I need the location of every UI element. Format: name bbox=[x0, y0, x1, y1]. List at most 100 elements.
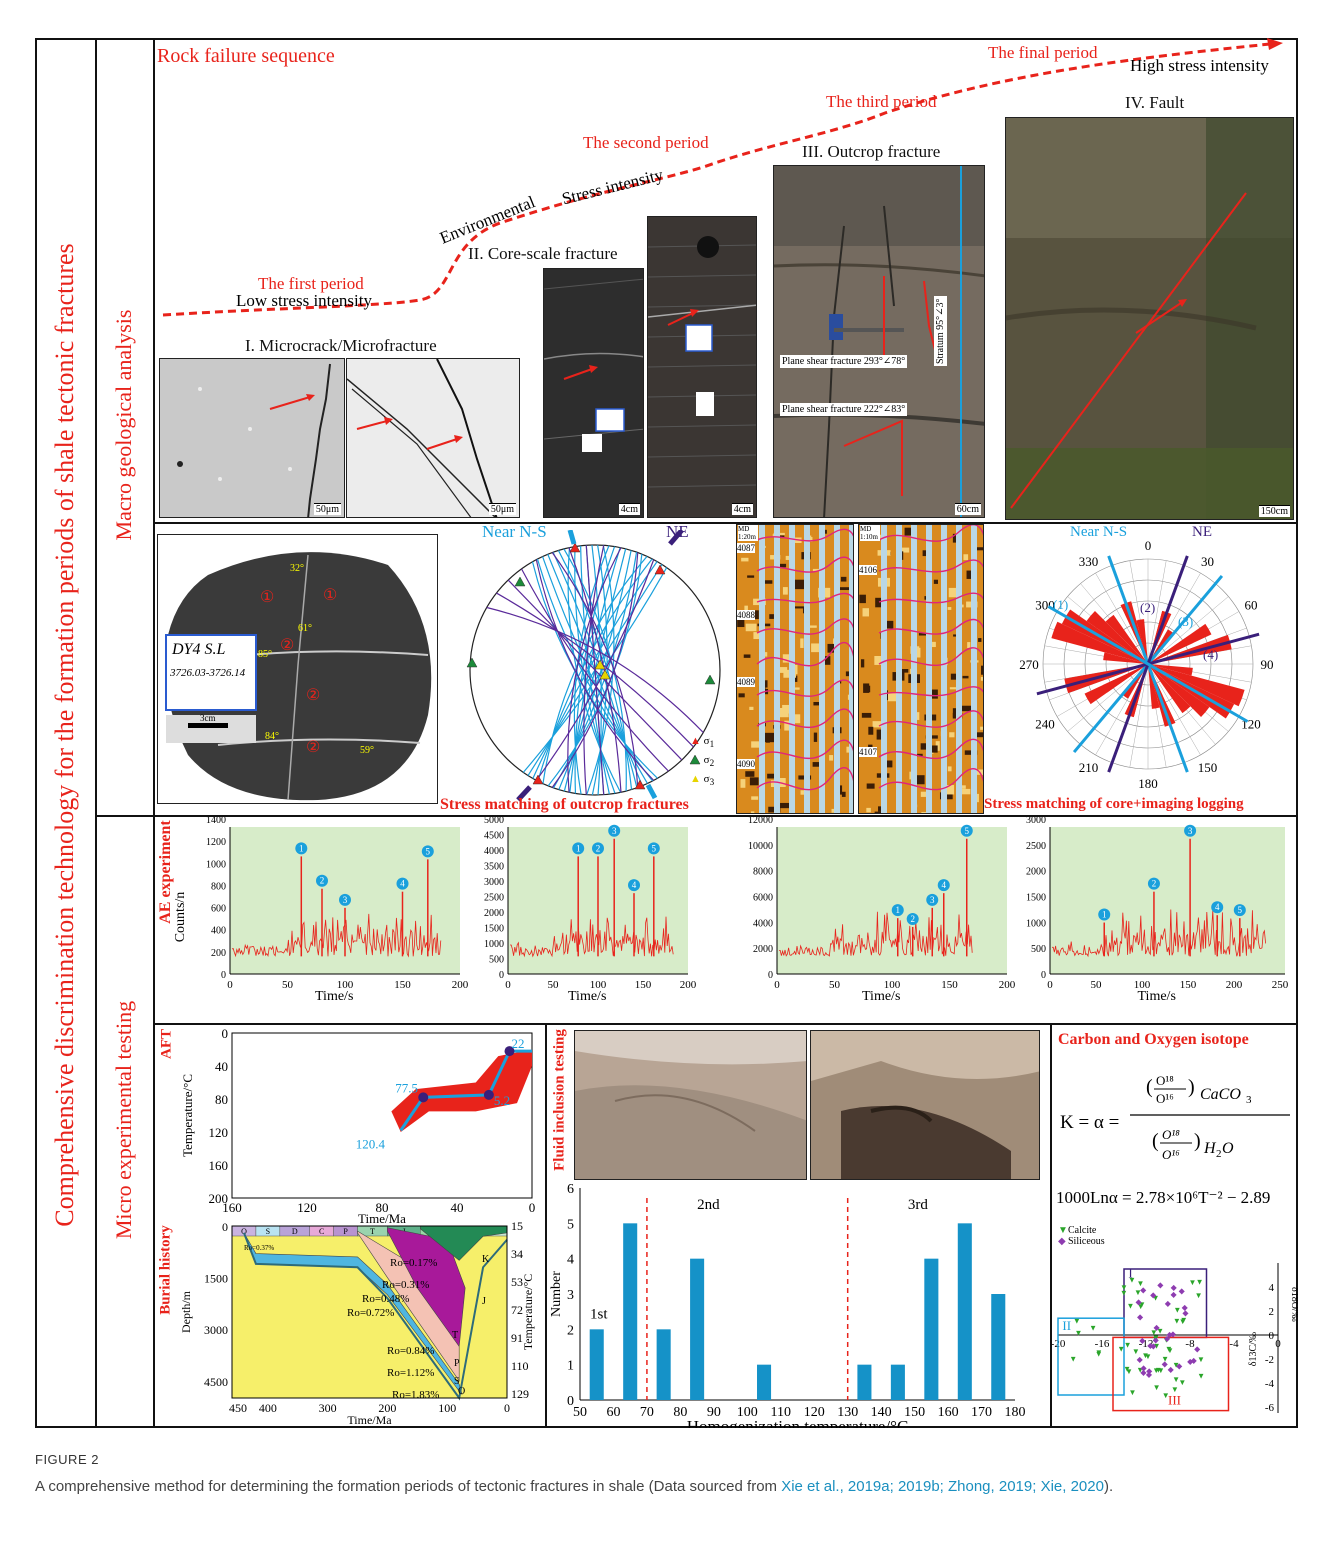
great-circle bbox=[583, 545, 605, 795]
burial-frame bbox=[231, 1225, 508, 1399]
log-texture bbox=[904, 527, 915, 536]
log-texture bbox=[953, 634, 959, 637]
log-texture bbox=[793, 687, 800, 690]
legend-s1-sub: 1 bbox=[709, 739, 715, 750]
log-texture bbox=[741, 557, 749, 562]
core-angle-5: 59° bbox=[360, 745, 374, 756]
svg-text:O: O bbox=[1222, 1140, 1234, 1157]
siliceous-point: ◆ bbox=[1170, 1290, 1177, 1299]
ae-xtick: 200 bbox=[1226, 979, 1243, 991]
log-texture bbox=[980, 676, 983, 681]
ae-ytick: 800 bbox=[211, 881, 226, 892]
legend-s2-sub: 2 bbox=[709, 758, 715, 769]
ae-peak-marker bbox=[295, 842, 308, 855]
log-texture bbox=[764, 652, 768, 657]
log-texture bbox=[789, 714, 801, 724]
rose-petal bbox=[1148, 664, 1210, 718]
siliceous-point: ◆ bbox=[1162, 1360, 1169, 1369]
iso-chart: -20 -16 -12 -8 -4 0420-2-4-6δ13C/‰δ18O/‰IIIII… bbox=[1052, 1225, 1298, 1414]
siliceous-point: ◆ bbox=[1164, 1334, 1171, 1343]
log2-d2: 4107 bbox=[859, 747, 877, 757]
strata-layer bbox=[387, 1227, 466, 1348]
burial-y2tick: 15 bbox=[511, 1219, 523, 1233]
ae-peak-marker bbox=[906, 912, 919, 925]
stress-axis-marker bbox=[654, 564, 666, 575]
stress-axis-marker bbox=[466, 657, 478, 668]
calcite-point: ▼ bbox=[1180, 1316, 1188, 1325]
rose-petal bbox=[1148, 664, 1191, 714]
log-texture bbox=[918, 633, 932, 636]
log-texture bbox=[874, 656, 886, 665]
log-texture bbox=[960, 705, 972, 712]
svg-text:CaCO: CaCO bbox=[1200, 1086, 1241, 1103]
ae-ytick: 400 bbox=[211, 926, 226, 937]
siliceous-point: ◆ bbox=[1167, 1330, 1174, 1339]
calcite-point: ▼ bbox=[1152, 1366, 1160, 1375]
ae-xtick: 150 bbox=[635, 979, 652, 991]
rose-near-ns: Near N-S bbox=[1070, 524, 1128, 540]
panel-3-label: III. Outcrop fracture bbox=[802, 142, 941, 161]
caption-body: A comprehensive method for determining t… bbox=[35, 1478, 782, 1495]
ae-peak-number: 3 bbox=[612, 826, 617, 836]
fracture-sinusoid bbox=[756, 618, 853, 635]
siliceous-point: ◆ bbox=[1137, 1312, 1144, 1321]
calcite-point: ▼ bbox=[1120, 1289, 1128, 1298]
ae-ytick: 3500 bbox=[484, 862, 504, 873]
ae-peak-marker bbox=[891, 904, 904, 917]
calcite-point: ▼ bbox=[1189, 1278, 1197, 1287]
fluid-xtick: 130 bbox=[837, 1405, 858, 1420]
siliceous-point: ◆ bbox=[1168, 1365, 1175, 1374]
ae-xtick: 150 bbox=[394, 979, 411, 991]
log-texture bbox=[963, 554, 969, 561]
section-divider bbox=[95, 815, 1298, 817]
rose-spoke bbox=[1147, 560, 1167, 665]
calcite-point: ▼ bbox=[1128, 1276, 1136, 1285]
ae-xtick: 200 bbox=[680, 979, 697, 991]
rose-spoke bbox=[1067, 663, 1149, 732]
log-texture bbox=[829, 755, 834, 761]
log1-md: MD 1:20m bbox=[738, 525, 758, 541]
siliceous-point: ◆ bbox=[1140, 1368, 1147, 1377]
burial-y2tick: 91 bbox=[511, 1331, 523, 1345]
ae-ytick: 10000 bbox=[748, 841, 773, 852]
scale-5: 60cm bbox=[954, 503, 981, 515]
core-set-1b: ① bbox=[323, 587, 338, 604]
aft-xtick: 40 bbox=[451, 1200, 464, 1215]
log-texture bbox=[800, 790, 806, 795]
scale-2: 50μm bbox=[488, 503, 516, 515]
calcite-point: ▼ bbox=[1157, 1366, 1165, 1375]
calcite-point: ▼ bbox=[1095, 1348, 1103, 1357]
calcite-point: ▼ bbox=[1154, 1366, 1162, 1375]
fluid-bar bbox=[757, 1364, 772, 1400]
great-circle bbox=[586, 545, 615, 795]
log-texture bbox=[876, 729, 883, 740]
aft-node bbox=[483, 1089, 494, 1100]
ae-ytick: 4500 bbox=[484, 831, 504, 842]
ae-ytick: 3000 bbox=[484, 877, 504, 888]
calcite-point: ▼ bbox=[1073, 1317, 1081, 1326]
rose-angle-label: 240 bbox=[1035, 717, 1055, 732]
stress-curve bbox=[162, 38, 1283, 317]
log-texture bbox=[976, 547, 983, 551]
core-tag-depth: 3726.03-3726.14 bbox=[170, 667, 246, 679]
calcite-point: ▼ bbox=[1152, 1293, 1160, 1302]
burial-xlabel: Time/Ma bbox=[347, 1413, 392, 1427]
ae-ytick: 1500 bbox=[1026, 893, 1046, 904]
caption-refs: Xie et al., 2019a; 2019b; Zhong, 2019; X… bbox=[781, 1478, 1104, 1495]
rose-angle-label: 150 bbox=[1198, 760, 1218, 775]
calcite-point: ▼ bbox=[1120, 1283, 1128, 1292]
core-angle-4: 84° bbox=[265, 731, 279, 742]
iso-xtick: -4 bbox=[1229, 1338, 1239, 1350]
fluid-xtick: 160 bbox=[938, 1405, 959, 1420]
log-texture bbox=[747, 575, 755, 578]
ae-plot-bg bbox=[777, 827, 1007, 974]
log-texture bbox=[888, 692, 899, 702]
fluid-xtick: 140 bbox=[871, 1405, 892, 1420]
log-texture bbox=[751, 811, 755, 813]
ae-peak-marker bbox=[937, 879, 950, 892]
log-texture bbox=[740, 779, 746, 788]
log-texture bbox=[863, 683, 870, 693]
high-stress-label: High stress intensity bbox=[1130, 56, 1269, 75]
ae-signal bbox=[231, 913, 442, 958]
fracture-sinusoid bbox=[878, 618, 983, 635]
